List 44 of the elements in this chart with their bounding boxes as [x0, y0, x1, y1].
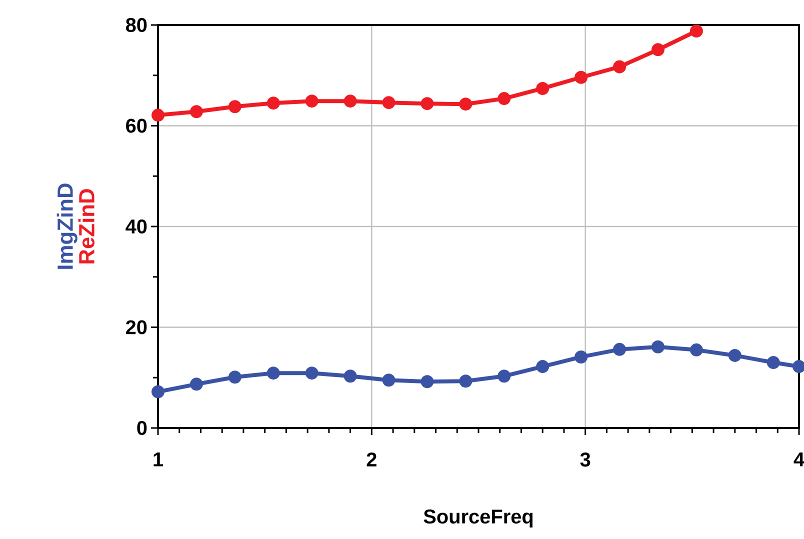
point	[574, 70, 588, 84]
point	[152, 108, 164, 122]
point	[498, 370, 511, 383]
y-tick-label: 40	[126, 219, 147, 234]
x-tick-label: 4	[794, 452, 804, 466]
point	[305, 366, 318, 380]
point	[420, 97, 434, 110]
y-tick-label: 80	[126, 18, 147, 32]
point	[420, 375, 434, 388]
point	[190, 105, 203, 118]
point	[344, 94, 357, 108]
point	[305, 94, 318, 108]
y-tick-label: 60	[126, 118, 147, 133]
point	[266, 366, 280, 380]
point	[651, 43, 664, 56]
text: ImgZinD	[56, 184, 78, 269]
x-tick-label: 1	[154, 452, 163, 466]
point	[536, 360, 550, 374]
point	[536, 82, 550, 95]
point	[498, 92, 511, 106]
text: ReZinD	[78, 189, 94, 264]
point	[382, 374, 396, 387]
point	[728, 348, 742, 362]
point	[690, 343, 703, 356]
point	[152, 385, 164, 398]
x-axis-title: SourceFreq	[424, 510, 533, 528]
y-tick-label: 20	[126, 320, 147, 334]
point	[228, 100, 242, 114]
point	[690, 24, 703, 38]
point	[382, 96, 396, 110]
x-tick-label: 2	[366, 452, 376, 466]
point	[459, 98, 472, 111]
point	[344, 370, 357, 383]
point	[266, 96, 280, 110]
point	[459, 374, 472, 388]
point	[228, 370, 242, 384]
point	[190, 378, 203, 391]
point	[766, 356, 780, 370]
point	[574, 350, 588, 364]
point	[613, 342, 626, 356]
x-tick-label: 3	[580, 452, 590, 467]
point	[651, 340, 664, 354]
point	[613, 60, 626, 74]
y-tick-label: 0	[137, 420, 147, 436]
